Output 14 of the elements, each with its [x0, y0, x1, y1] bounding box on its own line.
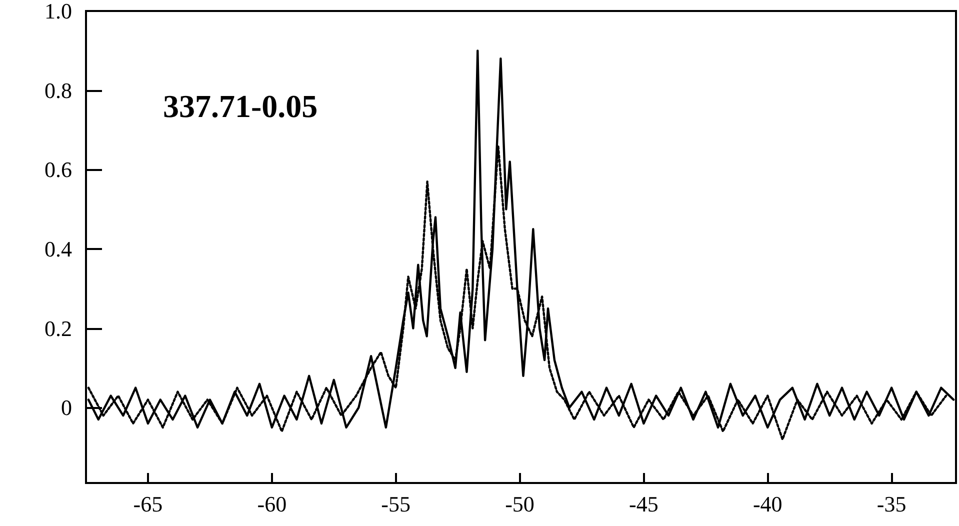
y-tick-label: 0.4	[44, 236, 72, 262]
y-tick-label: 0.2	[44, 316, 72, 341]
annotation: 337.71-0.05	[163, 88, 318, 124]
x-tick-label: -60	[257, 492, 287, 516]
x-tick-label: -45	[629, 492, 658, 516]
x-tick-label: -55	[381, 492, 410, 516]
y-tick-label: 0.6	[44, 157, 72, 182]
y-tick-label: 0.8	[44, 78, 72, 103]
y-tick-label: 1.0	[44, 0, 72, 24]
x-tick-label: -65	[133, 492, 163, 516]
y-tick-label: 0	[61, 395, 72, 420]
x-tick-label: -50	[505, 492, 534, 516]
x-tick-label: -40	[752, 492, 782, 516]
x-tick-label: -35	[876, 492, 906, 516]
